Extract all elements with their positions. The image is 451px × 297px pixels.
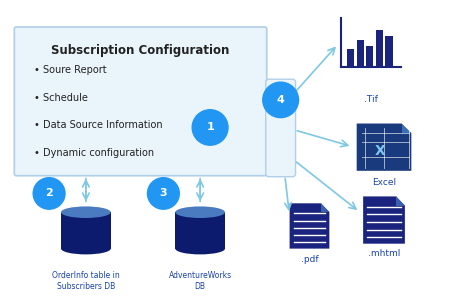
Text: X: X bbox=[374, 144, 385, 158]
Polygon shape bbox=[357, 124, 411, 171]
Ellipse shape bbox=[61, 206, 110, 218]
Text: .pdf: .pdf bbox=[301, 255, 318, 264]
Bar bbox=[61, 212, 110, 249]
Bar bbox=[386, 36, 392, 67]
Text: Subscription Configuration: Subscription Configuration bbox=[51, 44, 230, 57]
Text: • Data Source Information: • Data Source Information bbox=[34, 121, 163, 130]
Text: Excel: Excel bbox=[372, 178, 396, 187]
Text: .mhtml: .mhtml bbox=[368, 249, 400, 258]
Polygon shape bbox=[290, 203, 329, 249]
Text: OrderInfo table in
Subscribers DB: OrderInfo table in Subscribers DB bbox=[52, 271, 120, 291]
Text: • Dynamic configuration: • Dynamic configuration bbox=[34, 148, 154, 158]
Polygon shape bbox=[396, 196, 405, 206]
Text: 3: 3 bbox=[160, 189, 167, 198]
Bar bbox=[357, 40, 364, 67]
Bar bbox=[175, 212, 225, 249]
Circle shape bbox=[33, 178, 65, 209]
Text: .Tif: .Tif bbox=[364, 95, 378, 104]
Bar bbox=[366, 46, 373, 67]
Text: • Soure Report: • Soure Report bbox=[34, 65, 107, 75]
Circle shape bbox=[147, 178, 179, 209]
Bar bbox=[376, 30, 383, 67]
Text: • Schedule: • Schedule bbox=[34, 93, 88, 103]
Circle shape bbox=[192, 110, 228, 145]
Text: 2: 2 bbox=[45, 189, 53, 198]
Polygon shape bbox=[401, 124, 411, 133]
FancyBboxPatch shape bbox=[14, 27, 267, 176]
Ellipse shape bbox=[175, 206, 225, 218]
Text: AdventureWorks
DB: AdventureWorks DB bbox=[169, 271, 232, 291]
Bar bbox=[347, 48, 354, 67]
Ellipse shape bbox=[61, 243, 110, 255]
Circle shape bbox=[263, 82, 299, 118]
Text: 4: 4 bbox=[277, 95, 285, 105]
Ellipse shape bbox=[175, 243, 225, 255]
Polygon shape bbox=[321, 203, 329, 212]
FancyBboxPatch shape bbox=[266, 79, 295, 177]
Text: 1: 1 bbox=[206, 122, 214, 132]
Polygon shape bbox=[363, 196, 405, 244]
